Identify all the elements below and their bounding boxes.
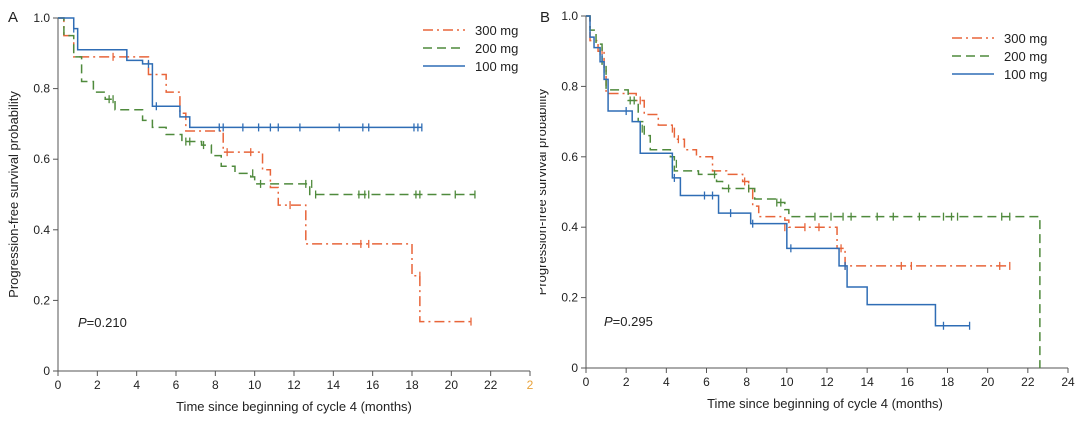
- survival-curve-200-mg: [586, 15, 1041, 368]
- x-axis-label: Time since beginning of cycle 4 (months): [176, 399, 412, 414]
- x-tick-label: 10: [780, 375, 794, 389]
- panel-letter: B: [540, 9, 550, 26]
- x-tick-label: 22: [1021, 375, 1035, 389]
- y-tick-label: 0.4: [561, 220, 578, 234]
- chart-b-svg: B00.20.40.60.81.00 2 4 6 8 10 12 14 16 18 20 22 24Ti…: [540, 9, 1075, 411]
- chart-panel-a: A 0 0.2 0.4 0.6 0.8 1.0 0 2 4 6 8 10 12 14 16 18 20 22 2 Tim…: [6, 9, 534, 414]
- x-tick-label: 14: [860, 375, 874, 389]
- x-tick-label: 2: [94, 378, 101, 392]
- x-axis-label: Time since beginning of cycle 4 (months): [707, 396, 943, 411]
- legend-label: 200 mg: [475, 41, 518, 56]
- y-tick-label: 0.8: [33, 82, 50, 96]
- survival-curve-100-mg: [58, 17, 422, 129]
- p-value-annotation: P=0.210: [78, 315, 127, 330]
- legend-label: 100 mg: [475, 59, 518, 74]
- x-tick-label: 20: [445, 378, 459, 392]
- x-tick-label: 16: [901, 375, 915, 389]
- x-tick-label: 16: [366, 378, 380, 392]
- y-tick-label: 0: [571, 361, 578, 375]
- x-tick-label: 2: [527, 378, 534, 392]
- legend: 300 mg 200 mg 100 mg: [952, 31, 1047, 82]
- chart-a-svg: A00.20.40.60.81.00 2 4 6 8 10 12 14 16 18 20 22 2Tim…: [6, 9, 534, 414]
- y-tick-label: 0.2: [33, 293, 50, 307]
- survival-curve-300-mg: [58, 17, 471, 323]
- x-tick-label: 0: [583, 375, 590, 389]
- y-axis-label: Progression-free survival probability: [540, 88, 549, 295]
- x-tick-label: 8: [212, 378, 219, 392]
- y-tick-label: 0.8: [561, 79, 578, 93]
- x-tick-label: 0: [55, 378, 62, 392]
- x-tick-label: 4: [133, 378, 140, 392]
- p-value-annotation: P=0.295: [604, 314, 653, 329]
- legend-label: 100 mg: [1004, 67, 1047, 82]
- x-tick-label: 12: [287, 378, 301, 392]
- y-tick-label: 1.0: [561, 9, 578, 23]
- x-tick-label: 6: [703, 375, 710, 389]
- y-tick-label: 0.6: [561, 150, 578, 164]
- y-axis-label: Progression-free survival probability: [6, 91, 21, 298]
- legend-label: 300 mg: [1004, 31, 1047, 46]
- y-tick-label: 0.2: [561, 291, 578, 305]
- y-tick-label: 0.4: [33, 223, 50, 237]
- legend-label: 300 mg: [475, 23, 518, 38]
- survival-curve-200-mg: [58, 17, 475, 196]
- x-tick-label: 20: [981, 375, 995, 389]
- x-tick-label: 8: [743, 375, 750, 389]
- y-tick-label: 1.0: [33, 11, 50, 25]
- y-tick-label: 0: [43, 364, 50, 378]
- x-tick-label: 14: [327, 378, 341, 392]
- y-tick-label: 0.6: [33, 152, 50, 166]
- survival-curve-100-mg: [586, 15, 970, 327]
- x-tick-label: 10: [248, 378, 262, 392]
- x-tick-label: 4: [663, 375, 670, 389]
- legend-label: 200 mg: [1004, 49, 1047, 64]
- x-tick-label: 18: [941, 375, 955, 389]
- x-tick-label: 24: [1061, 375, 1075, 389]
- x-tick-label: 18: [405, 378, 419, 392]
- legend: 300 mg 200 mg 100 mg: [423, 23, 518, 74]
- chart-panel-b: B 0 0.2 0.4 0.6 0.8 1.0 0 2 4 6 8 10 12 14 16 18 20 22 24 Ti…: [540, 0, 1080, 422]
- x-tick-label: 22: [484, 378, 498, 392]
- x-tick-label: 2: [623, 375, 630, 389]
- survival-curve-300-mg: [586, 15, 1010, 267]
- panel-letter: A: [8, 9, 18, 26]
- x-tick-label: 6: [173, 378, 180, 392]
- x-tick-label: 12: [820, 375, 834, 389]
